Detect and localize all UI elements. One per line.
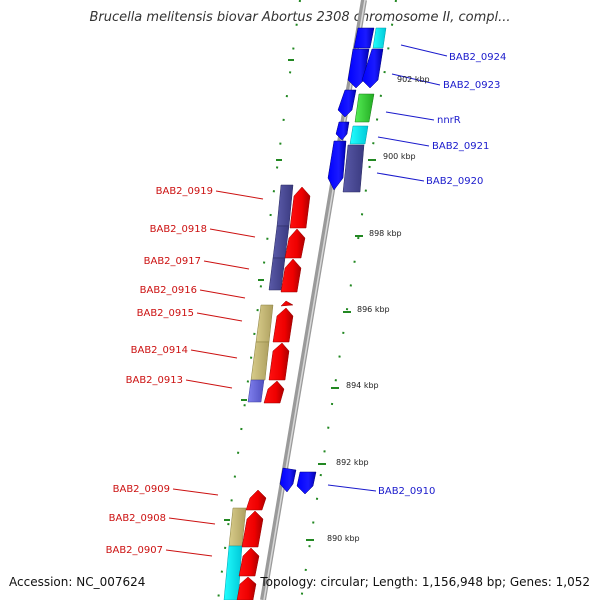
topology-summary: Topology: circular; Length: 1,156,948 bp… [260, 575, 590, 589]
gene-label-bab2-0907: BAB2_0907 [106, 545, 163, 556]
kbp-label-890: 890 kbp [327, 534, 360, 543]
gene-label-bab2-0914: BAB2_0914 [131, 345, 188, 356]
accession-label: Accession: NC_007624 [9, 575, 146, 589]
gene-label-bab2-0919: BAB2_0919 [156, 186, 213, 197]
gene-arrow-0924-upper [353, 27, 375, 49]
gene-arrow-0916 [280, 300, 294, 307]
gene-block-0913 [247, 379, 265, 403]
gene-label-bab2-0915: BAB2_0915 [137, 308, 194, 319]
gene-arrow-0907b [236, 576, 257, 600]
kbp-label-892: 892 kbp [336, 458, 369, 467]
forward-strand-genes [279, 27, 387, 495]
gene-block-0921 [349, 125, 369, 145]
gene-block-0914 [250, 341, 270, 381]
gene-label-nnrr: nnrR [437, 115, 461, 126]
gene-label-bab2-0913: BAB2_0913 [126, 375, 183, 386]
gene-arrow-0921 [335, 121, 350, 141]
gene-arrow-0913 [263, 380, 285, 404]
gene-label-bab2-0916: BAB2_0916 [140, 285, 197, 296]
forward-gene-labels: BAB2_0924 BAB2_0923 nnrR BAB2_0921 BAB2_… [378, 52, 506, 497]
gene-label-bab2-0908: BAB2_0908 [109, 513, 166, 524]
kbp-label-900: 900 kbp [383, 152, 416, 161]
gene-arrow-0918 [284, 228, 306, 259]
forward-leader-lines [327, 44, 448, 492]
gene-arrow-0910b [296, 471, 317, 495]
gene-arrow-0909 [245, 489, 267, 511]
gene-block-0907 [223, 545, 243, 600]
gene-label-bab2-0909: BAB2_0909 [113, 484, 170, 495]
reverse-gene-labels: BAB2_0919 BAB2_0918 BAB2_0917 BAB2_0916 … [106, 186, 213, 556]
kbp-labels: 902 kbp 900 kbp 898 kbp 896 kbp 894 kbp … [327, 75, 430, 543]
gene-label-bab2-0924: BAB2_0924 [449, 52, 506, 63]
reverse-leader-lines [165, 190, 264, 557]
gene-block-0924 [372, 27, 387, 49]
gene-label-bab2-0920: BAB2_0920 [426, 176, 483, 187]
gene-label-bab2-0923: BAB2_0923 [443, 80, 500, 91]
gene-label-bab2-0921: BAB2_0921 [432, 141, 489, 152]
gene-label-bab2-0910: BAB2_0910 [378, 486, 435, 497]
kbp-label-894: 894 kbp [346, 381, 379, 390]
gene-arrow-0915 [272, 307, 294, 343]
kbp-major-ticks [224, 59, 376, 541]
gene-label-bab2-0918: BAB2_0918 [150, 224, 207, 235]
outer-dotted-track [217, 0, 301, 600]
gene-block-0919 [276, 184, 294, 227]
gene-block-0917 [268, 257, 286, 291]
gene-arrow-0907a [238, 547, 260, 577]
gene-arrow-0908 [241, 510, 264, 548]
gene-arrow-0920 [327, 140, 347, 191]
kbp-label-898: 898 kbp [369, 229, 402, 238]
gene-arrow-0917 [280, 258, 302, 293]
gene-arrow-nnrR-left [337, 89, 357, 118]
gene-arrow-0923 [361, 48, 384, 89]
kbp-label-896: 896 kbp [357, 305, 390, 314]
map-title: Brucella melitensis biovar Abortus 2308 … [89, 10, 511, 25]
gene-block-nnrR [354, 93, 375, 123]
gene-label-bab2-0917: BAB2_0917 [144, 256, 201, 267]
kbp-label-902: 902 kbp [397, 75, 430, 84]
reverse-strand-genes [223, 184, 311, 600]
gene-arrow-0910a [279, 467, 297, 493]
gene-block-0920 [342, 144, 365, 193]
gene-arrow-0919 [289, 186, 311, 229]
gene-arrow-0914 [268, 342, 290, 381]
